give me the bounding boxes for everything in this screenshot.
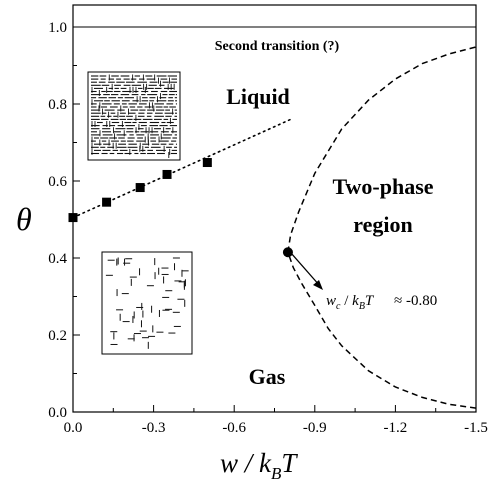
y-tick-label: 0.4 [48, 251, 67, 267]
inset-liquid-snapshot [87, 71, 181, 161]
label-second-transition: Second transition (?) [215, 39, 340, 54]
x-tick-label: -0.3 [142, 420, 166, 436]
label-region: region [353, 212, 412, 237]
y-tick-label: 0.8 [48, 97, 67, 113]
data-point-square [202, 158, 212, 168]
x-tick-label: -1.5 [464, 420, 488, 436]
liquid-rods [91, 74, 177, 158]
x-tick-label: 0.0 [64, 420, 83, 436]
critical-annotation: wc / kBT ≈ -0.80 [326, 293, 437, 312]
coexistence-dashed-curve [287, 46, 477, 409]
data-point-square [102, 197, 112, 207]
critical-label-formula: wc / kBT [326, 293, 375, 312]
critical-point-dot [282, 247, 293, 258]
critical-arrow [290, 252, 321, 287]
y-tick-label: 0.2 [48, 328, 67, 344]
critical-label-value: ≈ -0.80 [394, 293, 437, 309]
x-axis-ticks: 0.0 -0.3 -0.6 -0.9 -1.2 -1.5 [64, 405, 488, 436]
series-layer [68, 26, 477, 409]
y-tick-label: 1.0 [48, 20, 67, 36]
y-tick-label: 0.0 [48, 405, 67, 421]
x-tick-label: -1.2 [384, 420, 408, 436]
critical-arrowhead [313, 280, 323, 290]
inset-gas-frame [101, 251, 193, 355]
x-tick-label: -0.6 [222, 420, 246, 436]
liquid-gas-dotted-line [72, 118, 292, 219]
label-gas: Gas [249, 364, 286, 389]
inset-gas-snapshot [101, 251, 193, 355]
label-liquid: Liquid [226, 84, 290, 109]
gas-rods [105, 257, 189, 349]
label-two-phase: Two-phase [332, 174, 433, 199]
y-tick-label: 0.6 [48, 174, 67, 190]
y-axis-title: θ [16, 201, 32, 237]
x-axis-title: w / kBT [220, 448, 298, 483]
data-point-square [162, 169, 172, 179]
x-tick-label: -0.9 [303, 420, 327, 436]
